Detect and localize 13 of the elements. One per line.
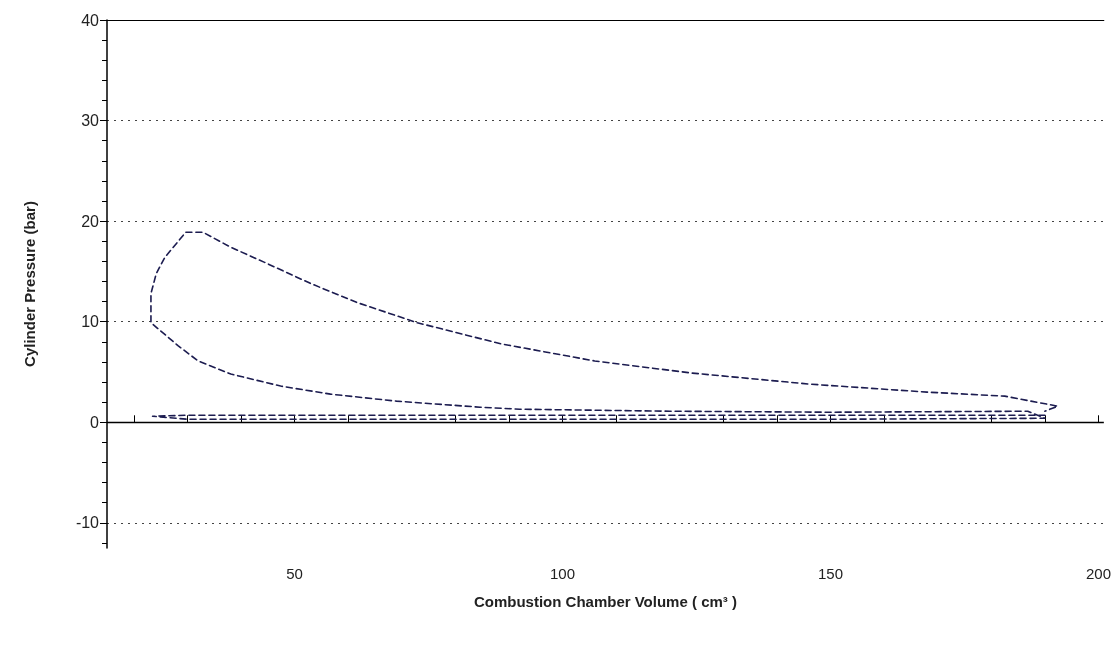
x-tick-label: 150 [818,565,844,582]
y-axis-title: Cylinder Pressure (bar) [21,201,38,367]
y-tick-label: 30 [81,112,100,130]
y-tick-label: 10 [81,313,100,331]
line-series [150,231,1059,421]
x-axis-title: Combustion Chamber Volume ( cm³ ) [473,593,737,610]
x-tick-label: 200 [1085,565,1111,582]
y-tick-label: 0 [90,413,100,431]
y-tick-label: -10 [75,514,100,532]
x-tick-label: 100 [550,565,576,582]
y-tick-label: 40 [81,11,100,29]
y-tick-label: 20 [81,212,100,230]
x-tick-label: 50 [286,565,303,582]
